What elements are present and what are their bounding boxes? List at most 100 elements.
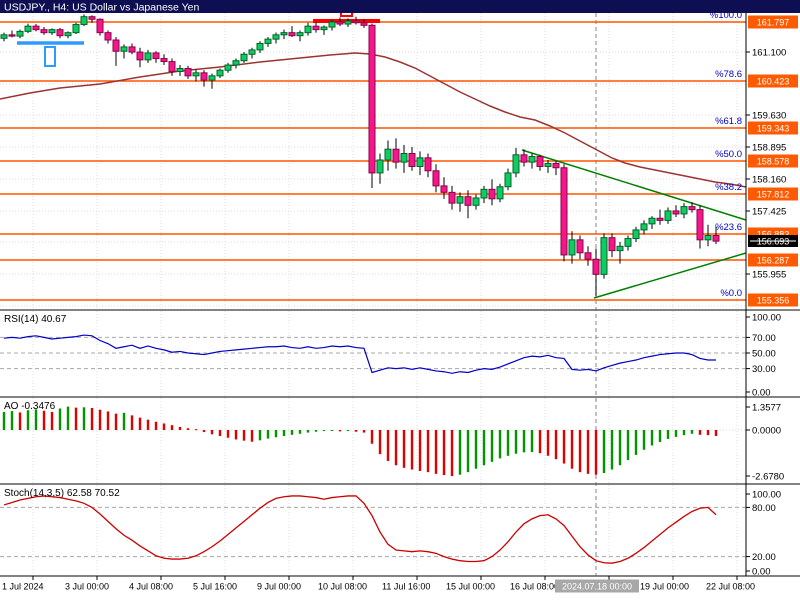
ao-bar-down [442,430,446,476]
bull-candle [232,60,240,66]
bull-candle [216,69,224,77]
ao-histogram [2,406,718,477]
ao-bar-up [82,407,86,430]
bull-candle [680,206,688,215]
time-axis[interactable]: 1 Jul 2024 3 Jul 00:00 4 Jul 08:00 5 Jul 16… [2,576,755,593]
selected-date-badge [555,579,639,593]
ao-bar-up [314,430,318,432]
rsi-indicator-label: RSI(14) 40.67 [4,314,67,325]
time-axis-label: 3 Jul 00:00 [65,582,109,592]
ao-bar-down [418,430,422,471]
bull-candle [616,245,624,252]
ao-bar-down [106,411,110,430]
fib-price-badge [748,187,798,201]
ao-bar-up [290,430,294,435]
triangle-pattern[interactable] [521,149,747,299]
bear-candle [56,29,64,37]
ao-bar-down [362,430,366,433]
stoch-axis-label: 80.00 [752,503,776,514]
ao-bar-down [130,415,134,430]
stoch-axis-label: 20.00 [752,552,776,563]
bear-candle [712,235,720,242]
ao-bar-down [354,430,358,432]
ao-bar-up [674,430,678,437]
fib-price-badge [748,74,798,88]
bull-candle [120,46,128,52]
bull-candle [600,237,608,275]
bull-candle [176,67,184,73]
bull-candle [0,34,8,39]
ao-bar-up [266,430,270,439]
bear-candle [152,52,160,60]
bear-candle [656,217,664,221]
bear-candle [336,21,344,25]
bull-candle [568,239,576,256]
ao-bar-up [650,430,654,446]
ao-bar-up [610,430,614,470]
bull-candle [504,172,512,188]
ao-bar-up [466,430,470,473]
rsi-axis-label: 30.00 [752,364,776,375]
ao-bar-up [506,430,510,456]
ao-bar-down [546,430,550,456]
bear-candle [128,46,136,53]
ao-bar-up [274,430,278,438]
time-axis-label: 10 Jul 08:00 [318,582,367,592]
ao-bar-down [74,407,78,430]
bear-candle [608,237,616,252]
ao-bar-down [554,430,558,460]
bear-candle [352,20,360,24]
time-axis-label: 9 Jul 00:00 [257,582,301,592]
bear-candle [200,72,208,81]
ao-bar-up [482,430,486,466]
ao-bar-up [458,430,462,475]
bull-candle [256,42,264,51]
ao-bar-down [338,430,342,432]
ao-bar-down [170,425,174,430]
ao-bar-down [42,410,46,430]
bull-candle [704,235,712,241]
fib-price-badge-label: 158.578 [757,157,790,167]
triangle-lower-line[interactable] [593,252,747,299]
ao-bar-up [66,406,70,430]
fib-price-badge-label: 160.423 [757,77,790,87]
stoch-line [3,495,717,564]
ao-bar-up [258,430,262,441]
bear-candle [464,196,472,206]
bear-candle [408,153,416,167]
ao-bar-down [378,430,382,455]
ao-bar-up [498,430,502,459]
bear-candle [552,162,560,169]
bull-candle [400,153,408,163]
bull-candle [16,30,24,37]
triangle-upper-line[interactable] [521,149,747,221]
bear-candle [536,156,544,167]
ao-bar-up [26,410,30,430]
bull-candle [664,210,672,221]
chart-title: USDJPY., H4: US Dollar vs Japanese Yen [4,2,199,14]
fib-price-badge-label: 157.812 [757,190,790,200]
price-tick-label: 159.630 [752,111,786,122]
bear-candle [368,24,376,174]
bull-candle [80,16,88,25]
ao-bar-down [698,430,702,435]
ao-bar-down [570,430,574,469]
ao-bar-up [58,408,62,430]
ao-bar-down [154,421,158,430]
ao-bar-up [474,430,478,469]
bull-candle [320,26,328,31]
bear-candle [184,67,192,77]
bear-candle [592,258,600,275]
ao-bar-up [330,430,334,431]
bear-candle [288,32,296,37]
bull-candle [496,186,504,200]
bull-candle [24,25,32,32]
price-axis[interactable]: 161.100 159.630 158.895 158.160 157.425 155.9… [710,10,798,578]
ao-bar-down [562,430,566,464]
fib-percent-label: %23.6 [715,222,742,233]
ao-bar-down [434,430,438,474]
ao-bar-up [666,430,670,439]
blue-rectangle-object[interactable] [44,46,56,67]
